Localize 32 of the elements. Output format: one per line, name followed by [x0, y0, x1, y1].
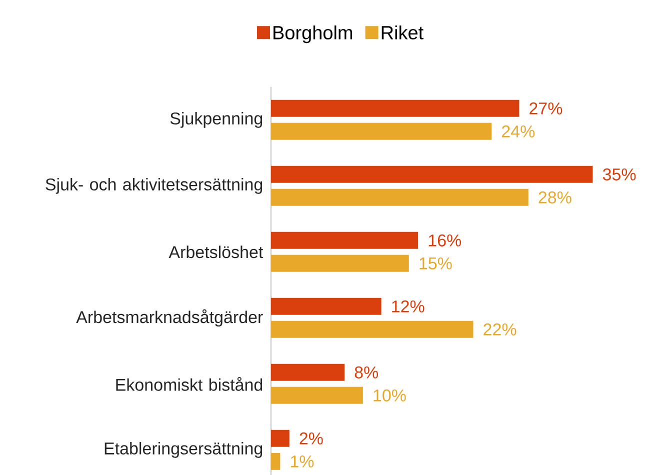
bar: [271, 298, 382, 315]
data-label: 10%: [374, 389, 406, 402]
data-label: 24%: [502, 125, 535, 138]
bar: [271, 386, 363, 404]
y-tick-label: Sjuk- och aktivitetsersättning: [46, 178, 262, 194]
bar: [271, 364, 345, 381]
legend-label: Riket: [382, 25, 424, 40]
data-label: 27%: [530, 102, 562, 114]
data-label: 16%: [428, 234, 462, 246]
data-label: 2%: [300, 432, 323, 444]
y-tick-label: Etableringsersättning: [104, 442, 262, 458]
bar: [271, 188, 528, 206]
legend-label: Borgholm: [274, 25, 352, 44]
data-label: 28%: [538, 191, 572, 204]
y-tick-label: Sjukpenning: [170, 112, 262, 128]
y-tick-label: Arbetslöshet: [168, 246, 264, 258]
bar: [271, 122, 492, 140]
bar: [271, 100, 520, 117]
bar: [271, 232, 418, 249]
bar: [271, 254, 409, 272]
data-label: 12%: [392, 300, 424, 312]
data-label: 1%: [291, 455, 314, 468]
data-label: 35%: [602, 168, 636, 180]
data-label: 8%: [354, 366, 378, 378]
bar: [271, 166, 593, 183]
y-tick-label: Arbetsmarknadsåtgärder: [76, 309, 263, 327]
y-tick-label: Ekonomiskt bistånd: [116, 376, 262, 391]
data-label: 22%: [484, 323, 516, 336]
data-label: 15%: [420, 257, 452, 270]
bar: [271, 452, 280, 470]
bar: [271, 320, 474, 338]
bar: [271, 430, 290, 447]
